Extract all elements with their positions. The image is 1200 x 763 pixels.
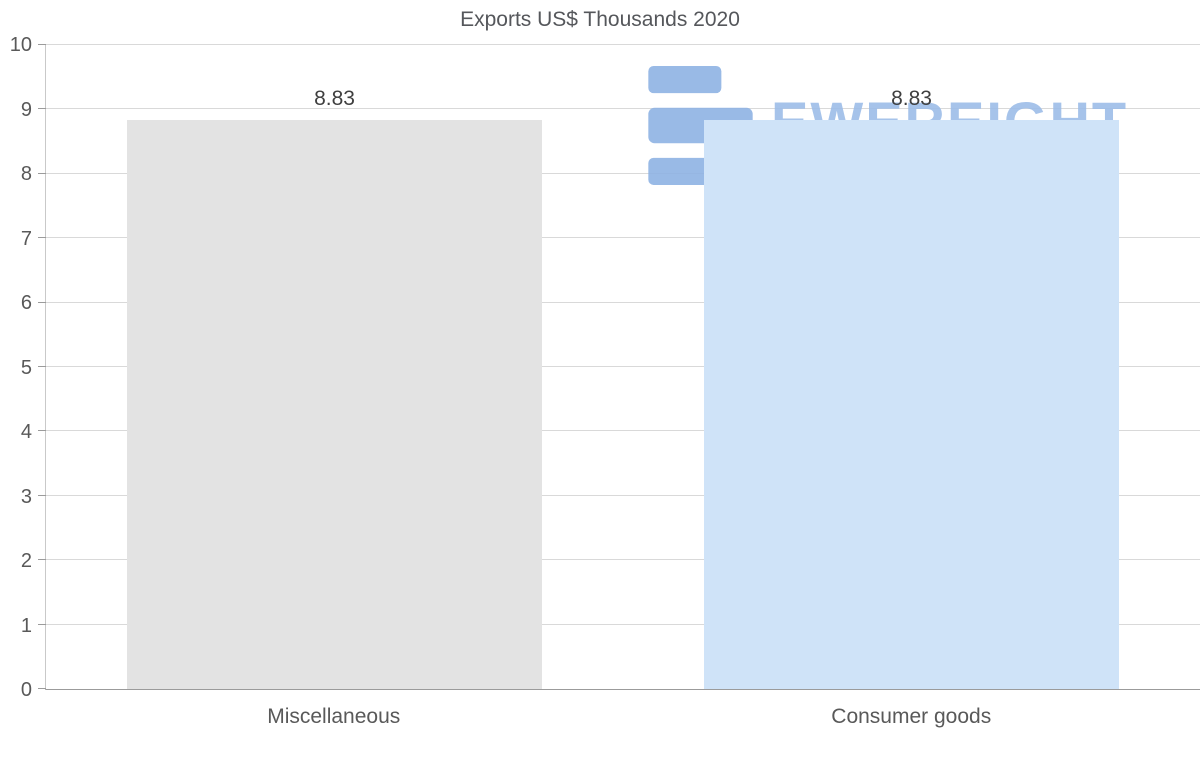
gridline bbox=[46, 172, 1200, 174]
gridline bbox=[46, 44, 1200, 45]
gridline bbox=[46, 366, 1200, 367]
y-tick-mark bbox=[38, 366, 46, 367]
y-tick-label: 6 bbox=[20, 292, 32, 314]
bar-group-consumer-goods: 8.83 bbox=[623, 45, 1200, 689]
gridline bbox=[46, 494, 1200, 496]
y-tick-label: 10 bbox=[9, 34, 32, 56]
y-tick-label: 5 bbox=[20, 356, 32, 379]
y-tick-label: 3 bbox=[20, 485, 32, 508]
y-tick-label: 9 bbox=[20, 98, 32, 121]
y-tick-label: 7 bbox=[20, 227, 32, 250]
bar-value-label: 8.83 bbox=[314, 87, 355, 111]
y-tick-label: 1 bbox=[20, 614, 32, 637]
y-axis: 0 1 2 3 4 5 6 7 8 9 10 bbox=[0, 35, 45, 700]
x-tick-label-consumer-goods: Consumer goods bbox=[831, 705, 992, 728]
y-tick-mark bbox=[38, 108, 46, 110]
bar-group-miscellaneous: 8.83 bbox=[46, 45, 623, 689]
y-tick-label: 2 bbox=[20, 550, 32, 572]
y-tick-mark bbox=[38, 301, 46, 303]
gridline bbox=[46, 430, 1200, 432]
y-tick-mark bbox=[38, 430, 46, 432]
y-tick-mark bbox=[38, 44, 46, 45]
y-tick-mark bbox=[38, 172, 46, 174]
bar bbox=[126, 120, 543, 689]
chart-title: Exports US$ Thousands 2020 bbox=[460, 8, 740, 31]
gridline bbox=[46, 108, 1200, 110]
y-tick-label: 0 bbox=[20, 679, 32, 701]
bar bbox=[703, 120, 1120, 689]
gridline bbox=[46, 301, 1200, 303]
y-tick-label: 4 bbox=[20, 421, 32, 443]
y-tick-mark bbox=[38, 623, 46, 625]
bar-value-label: 8.83 bbox=[891, 87, 932, 111]
gridline bbox=[46, 559, 1200, 561]
plot-area: 8.83 8.83 bbox=[38, 44, 1200, 690]
y-tick-mark bbox=[38, 559, 46, 561]
y-tick-label: 8 bbox=[20, 163, 32, 185]
y-tick-mark bbox=[38, 237, 46, 239]
gridline bbox=[46, 623, 1200, 625]
x-axis-labels: Miscellaneous Consumer goods bbox=[45, 690, 1200, 763]
y-tick-mark bbox=[38, 494, 46, 496]
bars: 8.83 8.83 bbox=[46, 45, 1200, 689]
gridline bbox=[46, 237, 1200, 239]
y-tick-mark bbox=[38, 688, 46, 689]
x-tick-label-miscellaneous: Miscellaneous bbox=[267, 705, 401, 728]
